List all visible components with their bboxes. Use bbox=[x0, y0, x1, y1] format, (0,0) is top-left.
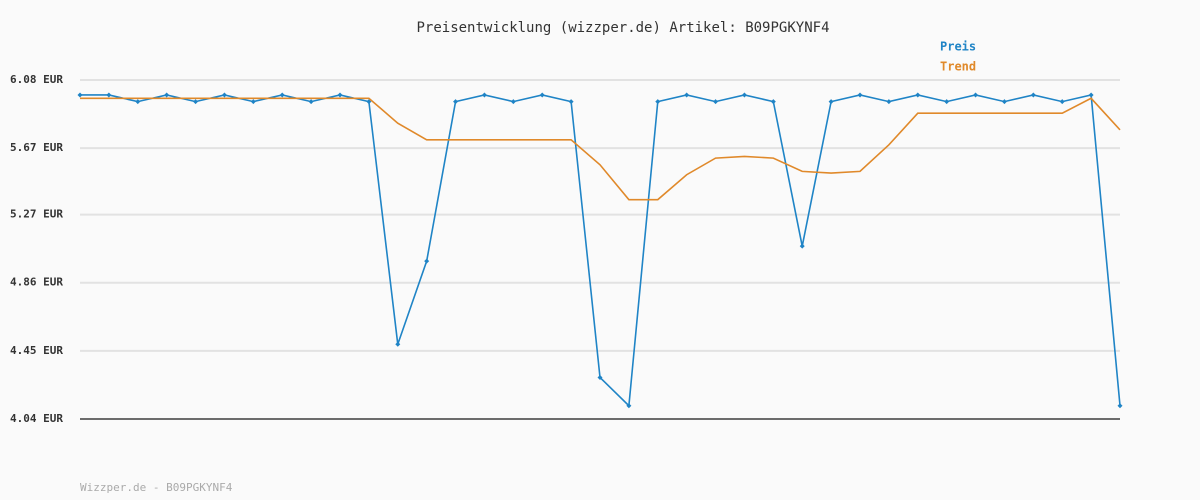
data-point bbox=[857, 92, 863, 98]
line-series bbox=[80, 97, 1121, 201]
data-point bbox=[395, 341, 401, 347]
data-point bbox=[135, 99, 141, 105]
data-point bbox=[77, 92, 83, 98]
y-tick-label: 5.27 EUR bbox=[10, 208, 63, 221]
data-point bbox=[106, 92, 112, 98]
data-point bbox=[1059, 99, 1065, 105]
data-point bbox=[741, 92, 747, 98]
data-point bbox=[828, 99, 834, 105]
data-point bbox=[915, 92, 921, 98]
data-point bbox=[424, 258, 430, 264]
y-tick-label: 4.45 EUR bbox=[10, 344, 63, 357]
data-point bbox=[164, 92, 170, 98]
legend-label: Trend bbox=[940, 60, 976, 74]
data-point bbox=[655, 99, 661, 105]
data-point bbox=[250, 99, 256, 105]
y-tick-label: 5.67 EUR bbox=[10, 141, 63, 154]
data-point bbox=[973, 92, 979, 98]
data-point bbox=[1117, 403, 1123, 409]
data-point bbox=[1088, 92, 1094, 98]
data-point bbox=[713, 99, 719, 105]
data-point bbox=[510, 99, 516, 105]
data-point bbox=[944, 99, 950, 105]
data-point bbox=[799, 243, 805, 249]
data-point bbox=[770, 99, 776, 105]
data-point bbox=[279, 92, 285, 98]
data-point bbox=[481, 92, 487, 98]
data-point bbox=[684, 92, 690, 98]
data-point bbox=[539, 92, 545, 98]
legend-label: Preis bbox=[940, 40, 976, 54]
data-point bbox=[626, 403, 632, 409]
data-point bbox=[193, 99, 199, 105]
footer: Wizzper.de - B09PGKYNF4 bbox=[80, 481, 233, 494]
data-point bbox=[221, 92, 227, 98]
chart-title: Preisentwicklung (wizzper.de) Artikel: B… bbox=[416, 20, 829, 36]
data-point bbox=[597, 374, 603, 380]
data-point bbox=[568, 99, 574, 105]
data-point bbox=[886, 99, 892, 105]
y-tick-label: 4.86 EUR bbox=[10, 276, 63, 289]
data-point bbox=[337, 92, 343, 98]
y-tick-label: 4.04 EUR bbox=[10, 412, 63, 425]
data-point bbox=[453, 99, 459, 105]
data-point bbox=[1001, 99, 1007, 105]
data-point bbox=[1030, 92, 1036, 98]
y-tick-label: 6.08 EUR bbox=[10, 73, 63, 86]
data-point bbox=[308, 99, 314, 105]
